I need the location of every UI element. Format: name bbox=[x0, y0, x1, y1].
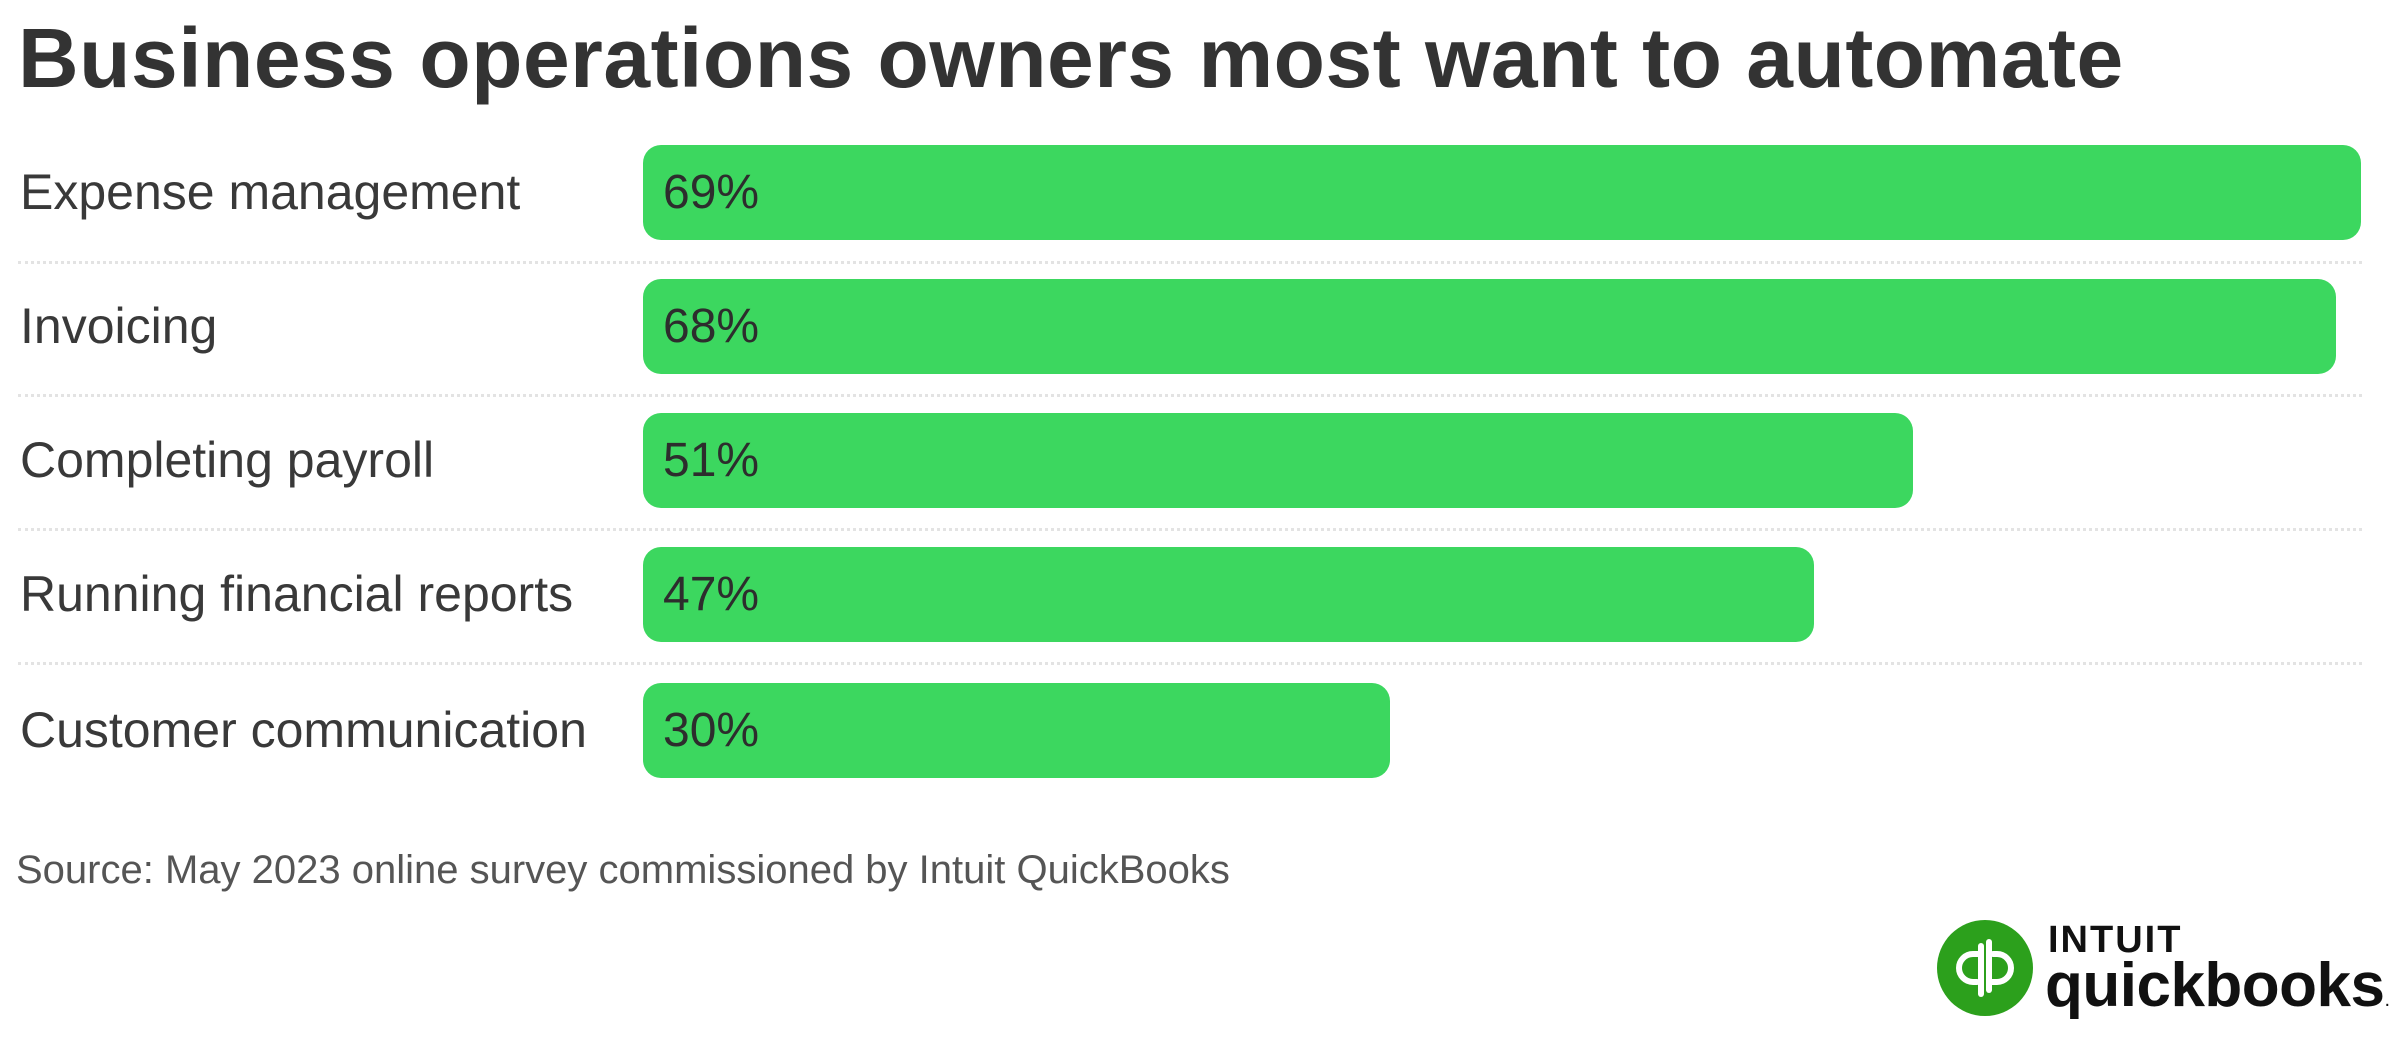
logo-dot: . bbox=[2384, 989, 2391, 1011]
bar: 30% bbox=[643, 683, 1390, 778]
logo-quickbooks-text: quickbooks. bbox=[2045, 954, 2390, 1032]
row-divider bbox=[18, 394, 2362, 397]
logo-intuit-text: INTUIT bbox=[2048, 919, 2183, 961]
bar-row-completing-payroll: Completing payroll 51% bbox=[18, 413, 2362, 508]
bar-row-invoicing: Invoicing 68% bbox=[18, 279, 2362, 374]
bar-row-customer-communication: Customer communication 30% bbox=[18, 683, 2362, 778]
value-label: 51% bbox=[663, 434, 760, 487]
row-divider bbox=[18, 528, 2362, 531]
value-label: 68% bbox=[663, 300, 760, 353]
value-label: 30% bbox=[663, 704, 760, 757]
value-label: 69% bbox=[663, 166, 760, 219]
bar: 68% bbox=[643, 279, 2336, 374]
category-label: Expense management bbox=[20, 164, 521, 220]
bar-chart: Expense management 69% Invoicing 68% Com… bbox=[18, 145, 2362, 778]
bar: 47% bbox=[643, 547, 1814, 642]
chart-title: Business operations owners most want to … bbox=[18, 11, 2124, 105]
category-label: Completing payroll bbox=[20, 432, 435, 488]
row-divider bbox=[18, 261, 2362, 264]
bar-row-running-financial-reports: Running financial reports 47% bbox=[18, 547, 2362, 642]
category-label: Invoicing bbox=[20, 298, 218, 354]
logo-quickbooks-word: quickbooks bbox=[2045, 951, 2385, 1020]
source-note: Source: May 2023 online survey commissio… bbox=[16, 848, 1230, 892]
category-label: Customer communication bbox=[20, 702, 587, 758]
category-label: Running financial reports bbox=[20, 566, 574, 622]
intuit-quickbooks-logo: INTUIT quickbooks. bbox=[1937, 918, 2390, 1018]
bar: 69% bbox=[643, 145, 2361, 240]
qb-logo-icon bbox=[1937, 920, 2033, 1016]
value-label: 47% bbox=[663, 568, 760, 621]
row-divider bbox=[18, 662, 2362, 665]
bar-row-expense-management: Expense management 69% bbox=[18, 145, 2362, 240]
bar: 51% bbox=[643, 413, 1913, 508]
